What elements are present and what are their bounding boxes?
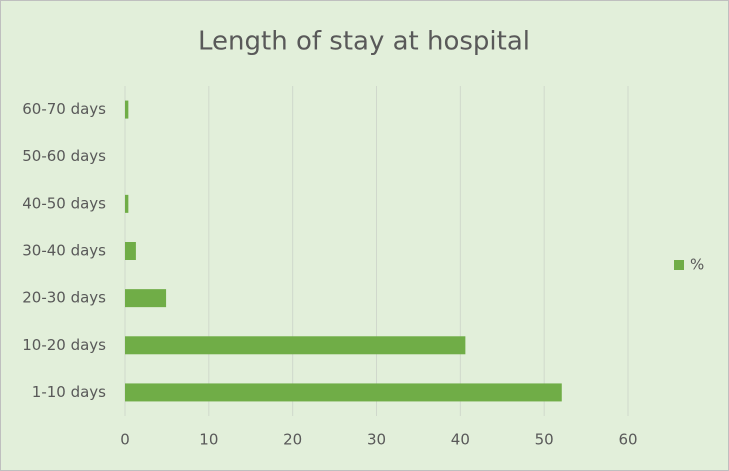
bar [125, 242, 136, 260]
y-tick-label: 60-70 days [22, 100, 106, 118]
legend-label: % [690, 256, 704, 274]
x-tick-label: 30 [367, 431, 386, 449]
bar [125, 194, 129, 213]
x-tick-label: 20 [283, 431, 302, 449]
x-tick-label: 40 [451, 431, 470, 449]
bar [125, 336, 466, 355]
x-tick-label: 50 [535, 431, 554, 449]
y-tick-label: 40-50 days [22, 194, 106, 212]
chart-title: Length of stay at hospital [198, 27, 530, 57]
y-tick-label: 10-20 days [22, 336, 106, 354]
bar [125, 289, 167, 308]
y-tick-label: 50-60 days [22, 147, 106, 165]
x-tick-label: 60 [618, 431, 637, 449]
y-tick-label: 20-30 days [22, 289, 106, 307]
bar [125, 383, 562, 402]
bar [125, 100, 129, 119]
x-tick-label: 0 [120, 431, 130, 449]
legend-swatch [674, 260, 684, 270]
x-tick-label: 10 [199, 431, 218, 449]
y-tick-label: 1-10 days [32, 383, 106, 401]
y-tick-label: 30-40 days [22, 242, 106, 260]
